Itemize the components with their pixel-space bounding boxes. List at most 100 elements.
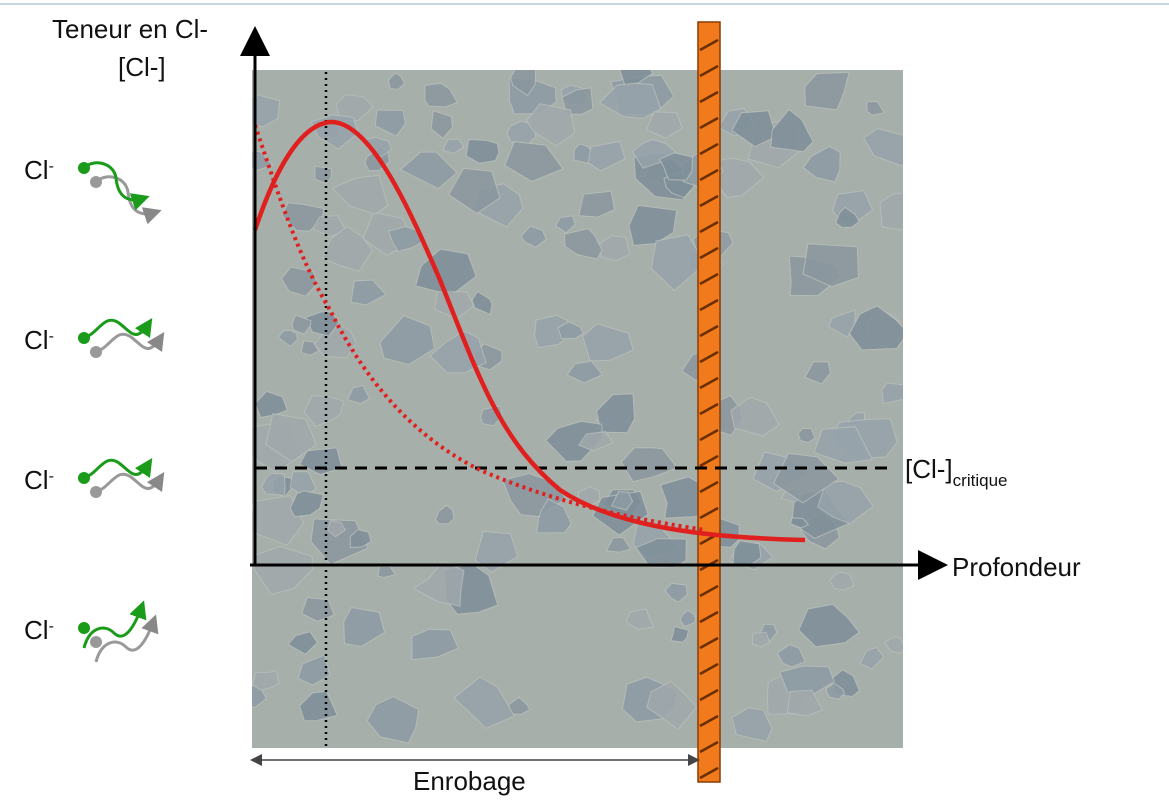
aggregate xyxy=(578,190,616,218)
aggregate xyxy=(751,632,771,648)
threshold-base: [Cl-] xyxy=(905,454,953,484)
aggregate xyxy=(587,140,626,172)
aggregate xyxy=(434,504,455,525)
aggregate xyxy=(411,628,459,661)
aggregate xyxy=(658,152,694,181)
aggregate xyxy=(828,309,856,338)
ion-label: Cl- xyxy=(24,325,54,355)
aggregate xyxy=(786,689,824,717)
rib xyxy=(699,220,719,234)
gray-path xyxy=(95,331,165,354)
aggregate xyxy=(813,426,873,464)
rib xyxy=(699,324,719,338)
rib xyxy=(699,714,719,728)
aggregate xyxy=(789,517,810,529)
rebar xyxy=(697,21,721,783)
aggregate xyxy=(326,519,347,538)
aggregate xyxy=(620,447,679,483)
aggregate xyxy=(430,110,454,140)
ion-base: Cl xyxy=(24,155,49,185)
chloride-profile xyxy=(252,119,806,543)
ion-base: Cl xyxy=(24,465,49,495)
rib xyxy=(699,194,719,208)
aggregate xyxy=(635,538,687,569)
green-path xyxy=(82,600,147,649)
x-axis-label: Profondeur xyxy=(952,552,1081,582)
aggregate xyxy=(424,82,459,108)
aggregate xyxy=(848,305,903,351)
aggregate xyxy=(303,395,345,428)
ion-icon: Cl- xyxy=(24,457,165,498)
aggregate xyxy=(265,413,317,463)
ion-label: Cl- xyxy=(24,465,54,495)
rib xyxy=(699,454,719,468)
aggregate xyxy=(297,654,331,686)
aggregate xyxy=(343,606,386,648)
aggregate xyxy=(471,290,493,316)
rib xyxy=(699,246,719,260)
concrete xyxy=(252,70,903,748)
aggregate xyxy=(670,625,690,643)
gray-path xyxy=(94,614,159,663)
aggregate xyxy=(679,609,697,628)
aggregate xyxy=(595,393,636,434)
aggregate xyxy=(664,582,688,603)
green-dot xyxy=(78,162,90,174)
rib xyxy=(699,506,719,520)
ion-label: Cl- xyxy=(24,615,54,645)
aggregate xyxy=(563,228,603,260)
aggregate xyxy=(350,279,387,306)
aggregate xyxy=(280,266,318,297)
green-path xyxy=(83,317,153,340)
aggregate xyxy=(298,447,343,476)
aggregate xyxy=(442,138,465,154)
rib xyxy=(699,350,719,364)
threshold-sub: critique xyxy=(953,471,1008,490)
aggregate xyxy=(399,151,458,190)
aggregate xyxy=(731,110,778,148)
aggregate xyxy=(859,646,885,670)
aggregate xyxy=(862,127,903,167)
aggregate xyxy=(730,396,780,437)
aggregate xyxy=(504,141,564,183)
rib xyxy=(699,662,719,676)
aggregate xyxy=(598,82,662,119)
aggregate xyxy=(645,111,683,139)
aggregates xyxy=(252,70,903,744)
aggregate xyxy=(879,192,903,231)
ion-sup: - xyxy=(49,468,54,485)
aggregate xyxy=(304,311,340,337)
aggregate xyxy=(731,707,773,743)
aggregate xyxy=(520,225,547,248)
y-axis-label: [Cl-] xyxy=(118,52,166,82)
y-axis-label: Teneur en Cl- xyxy=(52,14,208,44)
gray-dot xyxy=(90,636,102,648)
aggregate xyxy=(828,571,855,591)
threshold-label: [Cl-]critique xyxy=(905,454,1007,490)
rebar-ribs xyxy=(699,38,719,780)
aggregate xyxy=(289,490,324,518)
aggregate xyxy=(804,361,831,385)
rib xyxy=(699,740,719,754)
green-path xyxy=(82,161,150,211)
aggregate xyxy=(881,382,903,405)
initial-profile xyxy=(253,124,706,532)
gray-dot xyxy=(90,346,102,358)
gray-dot xyxy=(90,486,102,498)
ion-sup: - xyxy=(49,618,54,635)
green-path xyxy=(83,457,153,480)
gray-dot xyxy=(90,176,102,188)
rib xyxy=(699,480,719,494)
green-dot xyxy=(78,332,90,344)
aggregate xyxy=(798,603,861,648)
ion-icon: Cl- xyxy=(24,317,165,358)
ions: Cl-Cl-Cl-Cl- xyxy=(24,155,165,663)
ion-icon: Cl- xyxy=(24,600,159,663)
gray-path xyxy=(95,471,165,494)
rib xyxy=(699,376,719,390)
aggregate xyxy=(287,631,319,656)
green-dot xyxy=(78,622,90,634)
gray-path xyxy=(94,175,162,225)
aggregate xyxy=(776,644,806,668)
